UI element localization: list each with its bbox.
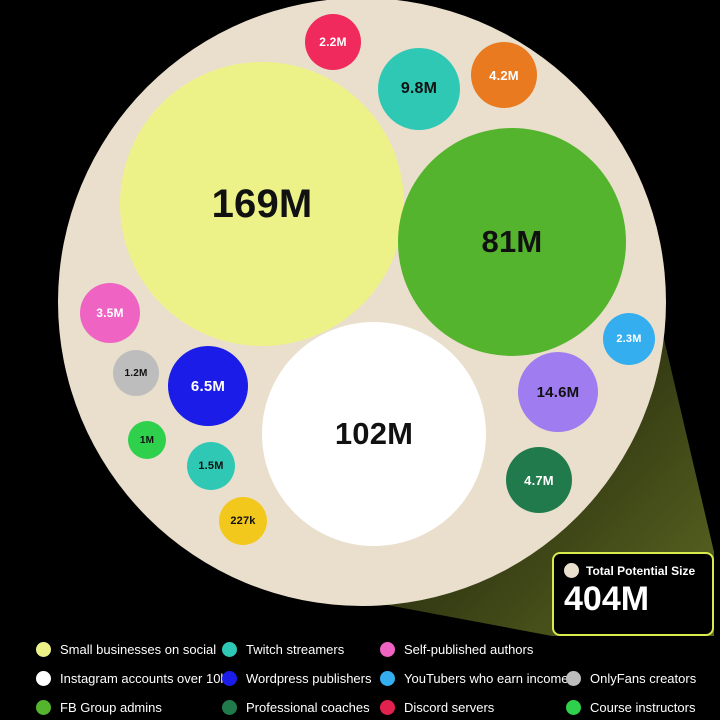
legend-label: FB Group admins: [60, 700, 162, 715]
legend-dot-icon: [222, 671, 237, 686]
bubble-4.2m: 4.2M: [471, 42, 537, 108]
legend-label: Instagram accounts over 10k: [60, 671, 227, 686]
bubble-1m: 1M: [128, 421, 166, 459]
bubble-1.2m: 1.2M: [113, 350, 159, 396]
bubble-6.5m: 6.5M: [168, 346, 248, 426]
legend-dot-icon: [566, 671, 581, 686]
legend-item: Discord servers: [380, 700, 566, 715]
total-callout: Total Potential Size 404M: [552, 552, 714, 636]
legend-dot-icon: [36, 671, 51, 686]
total-callout-label: Total Potential Size: [586, 563, 696, 578]
legend-dot-icon: [380, 700, 395, 715]
legend-dot-icon: [222, 700, 237, 715]
legend-dot-icon: [380, 671, 395, 686]
legend-dot-icon: [380, 642, 395, 657]
legend-row: Small businesses on social Twitch streame…: [36, 635, 714, 664]
legend-item: Small businesses on social: [36, 642, 222, 657]
legend-label: Course instructors: [590, 700, 696, 715]
legend-item: Self-published authors: [380, 642, 566, 657]
bubble-3.5m: 3.5M: [80, 283, 140, 343]
legend: Small businesses on social Twitch streame…: [36, 635, 714, 720]
legend-item: OnlyFans creators: [566, 671, 714, 686]
legend-row: FB Group admins Professional coaches Disco…: [36, 693, 714, 720]
bubble-227k: 227k: [219, 497, 267, 545]
legend-item: Instagram accounts over 10k: [36, 671, 227, 686]
bubble-2.3m: 2.3M: [603, 313, 655, 365]
legend-item: Wordpress publishers: [222, 671, 380, 686]
total-color-dot-icon: [564, 563, 579, 578]
legend-label: OnlyFans creators: [590, 671, 697, 686]
legend-item: Professional coaches: [222, 700, 380, 715]
legend-row: Instagram accounts over 10k Wordpress pub…: [36, 664, 714, 693]
bubble-4.7m: 4.7M: [506, 447, 572, 513]
legend-label: Discord servers: [404, 700, 495, 715]
bubble-81m: 81M: [398, 128, 626, 356]
total-callout-value: 404M: [564, 580, 650, 618]
bubble-9.8m: 9.8M: [378, 48, 460, 130]
legend-dot-icon: [36, 700, 51, 715]
legend-label: YouTubers who earn income: [404, 671, 569, 686]
legend-label: Self-published authors: [404, 642, 534, 657]
bubble-102m: 102M: [262, 322, 486, 546]
legend-dot-icon: [566, 700, 581, 715]
legend-label: Wordpress publishers: [246, 671, 372, 686]
total-callout-header: Total Potential Size: [564, 563, 702, 578]
legend-dot-icon: [222, 642, 237, 657]
legend-item: Twitch streamers: [222, 642, 380, 657]
legend-label: Small businesses on social: [60, 642, 217, 657]
legend-item: Course instructors: [566, 700, 714, 715]
legend-label: Twitch streamers: [246, 642, 345, 657]
legend-item: FB Group admins: [36, 700, 222, 715]
bubble-169m: 169M: [120, 62, 404, 346]
bubble-14.6m: 14.6M: [518, 352, 598, 432]
legend-label: Professional coaches: [246, 700, 370, 715]
legend-dot-icon: [36, 642, 51, 657]
bubble-1.5m: 1.5M: [187, 442, 235, 490]
legend-item: YouTubers who earn income: [380, 671, 569, 686]
bubble-2.2m: 2.2M: [305, 14, 361, 70]
